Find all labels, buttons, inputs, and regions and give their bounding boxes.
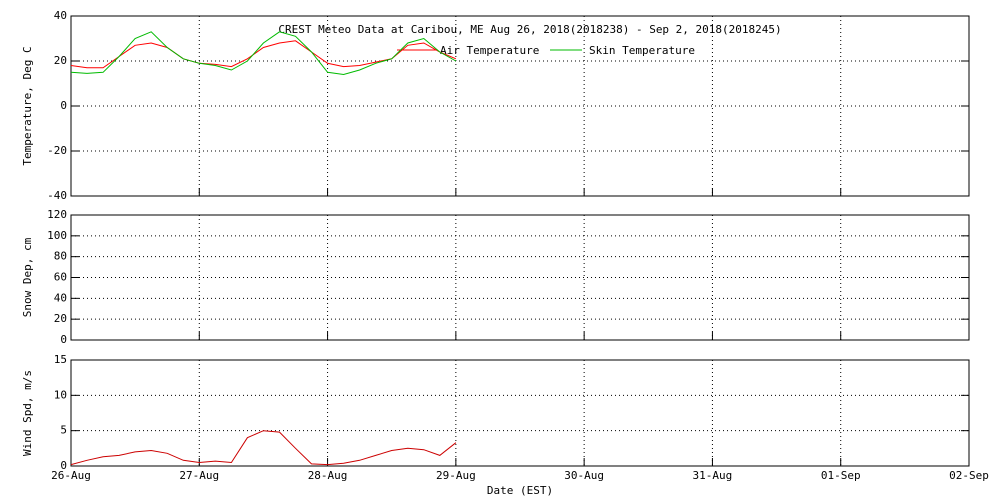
y-tick-label: 20 xyxy=(54,54,67,67)
x-tick-label: 27-Aug xyxy=(179,469,219,482)
y-tick-label: -20 xyxy=(47,144,67,157)
y-tick-label: 120 xyxy=(47,208,67,221)
plot-frame xyxy=(70,359,970,467)
x-tick-label: 31-Aug xyxy=(693,469,733,482)
y-tick-label: 0 xyxy=(60,459,67,472)
y-tick-label: 0 xyxy=(60,99,67,112)
x-tick-label: 28-Aug xyxy=(308,469,348,482)
x-tick-label: 30-Aug xyxy=(564,469,604,482)
y-tick-label: 5 xyxy=(60,424,67,437)
data-line xyxy=(70,31,457,76)
y-tick-label: 40 xyxy=(54,291,67,304)
legend-label: Skin Temperature xyxy=(589,44,695,57)
x-tick-label: 29-Aug xyxy=(436,469,476,482)
chart-title: CREST Meteo Data at Caribou, ME Aug 26, … xyxy=(278,23,781,36)
y-tick-label: 15 xyxy=(54,353,67,366)
y-tick-label: 10 xyxy=(54,388,67,401)
data-line xyxy=(70,40,457,69)
y-axis-label: Snow Dep, cm xyxy=(21,237,34,317)
legend-label: Air Temperature xyxy=(440,44,539,57)
x-tick-label: 01-Sep xyxy=(821,469,861,482)
y-tick-label: -40 xyxy=(47,189,67,202)
y-tick-label: 0 xyxy=(60,333,67,346)
y-tick-label: 60 xyxy=(54,271,67,284)
x-tick-label: 26-Aug xyxy=(51,469,91,482)
y-tick-label: 80 xyxy=(54,250,67,263)
data-line xyxy=(70,430,457,466)
y-tick-label: 100 xyxy=(47,229,67,242)
x-tick-label: 02-Sep xyxy=(949,469,989,482)
y-axis-label: Wind Spd, m/s xyxy=(21,370,34,456)
y-axis-label: Temperature, Deg C xyxy=(21,46,34,165)
x-axis-label: Date (EST) xyxy=(487,484,553,497)
y-tick-label: 40 xyxy=(54,9,67,22)
y-tick-label: 20 xyxy=(54,312,67,325)
